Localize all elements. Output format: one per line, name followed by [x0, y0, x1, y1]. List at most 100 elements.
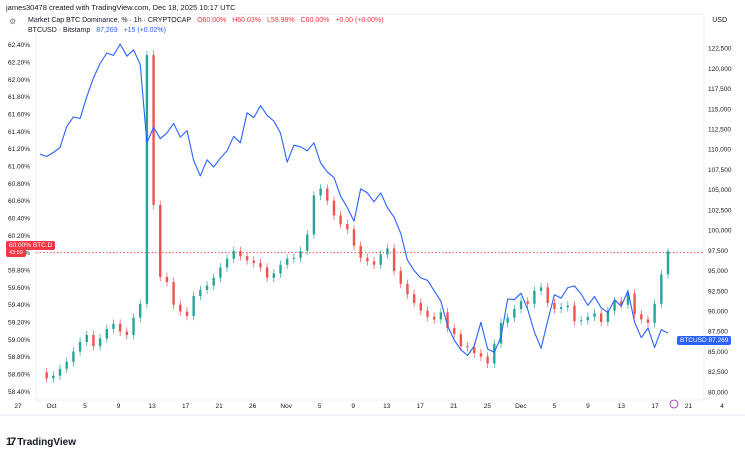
dominance-candle-body [145, 55, 149, 304]
dominance-candle-body [446, 312, 449, 329]
legend-2-change: +15 (+0.02%) [123, 27, 166, 34]
x-tick-label: Dec [515, 403, 527, 410]
dominance-candle-body [352, 229, 356, 246]
dominance-candle-body [453, 328, 456, 335]
right-tick-label: 80,000 [708, 389, 728, 396]
right-tick-label: 97,500 [708, 248, 728, 255]
left-tick-label: 58.80% [8, 354, 30, 361]
legend-btcusd[interactable]: BTCUSD · Bitstamp 87,269 +15 (+0.02%) [28, 27, 170, 34]
dominance-candle-body [272, 273, 276, 278]
btc-dominance-price-tag: 60.00% BTC.D [6, 241, 56, 250]
dominance-candle-body [379, 254, 382, 265]
x-tick-label: 25 [484, 403, 492, 410]
right-tick-label: 110,000 [708, 147, 731, 154]
dominance-candle-body [85, 335, 88, 342]
x-tick-label: 9 [351, 403, 355, 410]
x-tick-label: 17 [417, 403, 425, 410]
left-tick-label: 59.00% [8, 337, 30, 344]
dominance-candle-body [653, 303, 656, 323]
left-tick-label: 61.40% [8, 129, 30, 136]
x-tick-label: 13 [148, 403, 156, 410]
left-tick-label: 59.60% [8, 285, 30, 292]
dominance-candle-body [292, 257, 296, 259]
dominance-candle-body [92, 335, 95, 347]
dominance-candle-body [139, 303, 142, 318]
dominance-candle-body [566, 305, 569, 308]
right-tick-label: 115,000 [708, 106, 731, 113]
right-tick-label: 105,000 [708, 187, 732, 194]
dominance-candle-body [112, 323, 115, 329]
dominance-candle-body [279, 264, 282, 274]
dominance-candle-body [185, 311, 189, 316]
dominance-candle-body [626, 293, 630, 305]
right-tick-label: 95,000 [708, 268, 728, 275]
dominance-candle-body [406, 283, 409, 295]
dominance-candle-body [399, 270, 402, 284]
dominance-candle-body [152, 55, 155, 205]
dominance-candle-body [473, 347, 476, 354]
dominance-candle-body [419, 302, 423, 311]
currency-unit-label: USD [712, 17, 727, 24]
dominance-candle-body [265, 267, 269, 278]
dominance-candle-body [339, 215, 342, 225]
dominance-candle-body [579, 320, 583, 322]
dominance-candle-body [359, 245, 362, 258]
dominance-candle-body [219, 267, 222, 278]
x-tick-label: 21 [685, 403, 693, 410]
x-tick-label: Oct [46, 403, 56, 410]
legend-2-value: 87,269 [96, 27, 118, 34]
left-tick-label: 60.80% [8, 181, 30, 188]
dominance-candle-body [326, 188, 329, 201]
x-tick-label: 4 [720, 403, 724, 410]
dominance-candle-body [58, 368, 62, 376]
x-tick-label: 13 [383, 403, 391, 410]
dominance-candle-body [225, 258, 229, 268]
dominance-candle-body [613, 301, 616, 311]
left-tick-label: 60.60% [8, 198, 30, 205]
dominance-candle-body [72, 351, 75, 362]
legend-btc-dominance[interactable]: Market Cap BTC Dominance, % · 1h · CRYPT… [28, 17, 388, 24]
dominance-candle-body [459, 334, 463, 347]
left-tick-label: 58.60% [8, 372, 30, 379]
dominance-candle-body [646, 319, 650, 323]
dominance-candle-body [312, 195, 316, 235]
dominance-candle-body [392, 248, 396, 271]
x-tick-label: 21 [216, 403, 224, 410]
left-tick-label: 59.80% [8, 268, 30, 275]
dominance-candle-body [192, 296, 195, 316]
dominance-candle-body [252, 260, 255, 264]
dominance-candle-body [559, 307, 563, 309]
dominance-candle-body [105, 328, 109, 339]
dominance-candle-body [486, 356, 489, 364]
dominance-candle-body [346, 224, 349, 230]
dominance-candle-body [132, 317, 135, 335]
left-tick-label: 61.20% [8, 146, 30, 153]
chart-caption: james30478 created with TradingView.com,… [6, 3, 236, 12]
dominance-candle-body [633, 293, 636, 315]
dominance-candle-body [319, 188, 322, 196]
left-tick-label: 62.40% [8, 42, 30, 49]
dominance-candle-body [52, 375, 55, 379]
dominance-candle-body [65, 361, 68, 369]
dominance-candle-body [285, 258, 289, 265]
dominance-candle-body [118, 323, 122, 332]
dominance-candle-body [259, 263, 262, 268]
dominance-candle-body [439, 312, 443, 320]
right-tick-label: 112,500 [708, 127, 731, 134]
settings-gear-icon[interactable]: ⚙ [9, 17, 17, 26]
tradingview-logo[interactable]: 17 TradingView [6, 436, 76, 448]
dominance-candle-body [660, 274, 663, 304]
dominance-candle-body [513, 309, 516, 318]
dominance-candle-body [78, 341, 82, 352]
legend-1-open: O60.00% [197, 17, 227, 24]
left-tick-label: 61.00% [8, 164, 30, 171]
btcusd-line [39, 43, 669, 357]
dominance-candle-body [519, 301, 523, 309]
tradingview-logo-icon: 17 [6, 436, 16, 448]
legend-1-high: H60.03% [232, 17, 262, 24]
btcusd-price-tag: BTCUSD 87,269 [677, 336, 732, 345]
dominance-candle-body [533, 290, 536, 304]
legend-1-low: L59.98% [266, 17, 295, 24]
dominance-candle-body [239, 250, 242, 257]
